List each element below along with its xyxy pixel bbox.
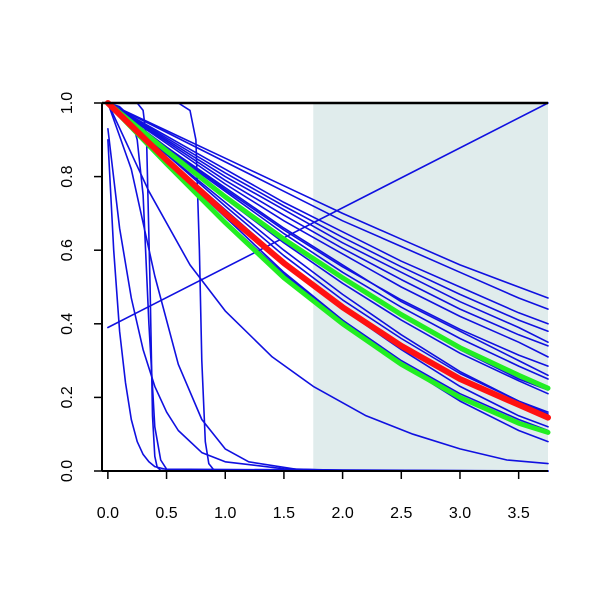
x-tick-label: 1.0 [214,505,236,522]
y-tick-label: 0.0 [59,460,76,482]
series-green-line-27 [105,100,551,435]
series-blue-line-25 [107,102,549,367]
series-blue-line-18 [107,102,549,333]
series-blue-line-15 [107,102,549,325]
y-tick-labels: 0.0 0.2 0.4 0.6 0.8 1.0 [59,92,76,482]
series-blue-line-17 [107,102,549,299]
y-tick-label: 0.2 [59,386,76,408]
x-tick-label: 2.5 [390,505,412,522]
y-tick-label: 0.4 [59,313,76,335]
x-tick-label: 1.5 [273,505,295,522]
series-green-line-26 [105,100,551,391]
x-tick-labels: 0.0 0.5 1.0 1.5 2.0 2.5 3.0 3.5 [97,505,530,522]
series-blue-line-14 [107,102,549,344]
x-tick-label: 0.0 [97,505,119,522]
series-blue-line-1 [107,102,549,465]
series-blue-line-0 [107,102,549,329]
y-tick-label: 0.6 [59,239,76,261]
series-blue-line-13 [107,102,549,358]
series-blue-line-16 [107,102,549,310]
x-tick-label: 0.5 [155,505,177,522]
series-blue-line-24 [107,102,549,415]
series-red-line-28 [104,100,551,421]
series-layer [104,100,551,472]
y-tick-label: 0.8 [59,165,76,187]
series-blue-line-19 [107,102,549,347]
x-tick-label: 3.5 [508,505,530,522]
x-tick-label: 3.0 [449,505,471,522]
axes-layer [94,101,548,479]
x-tick-label: 2.0 [331,505,353,522]
y-tick-label: 1.0 [59,92,76,114]
